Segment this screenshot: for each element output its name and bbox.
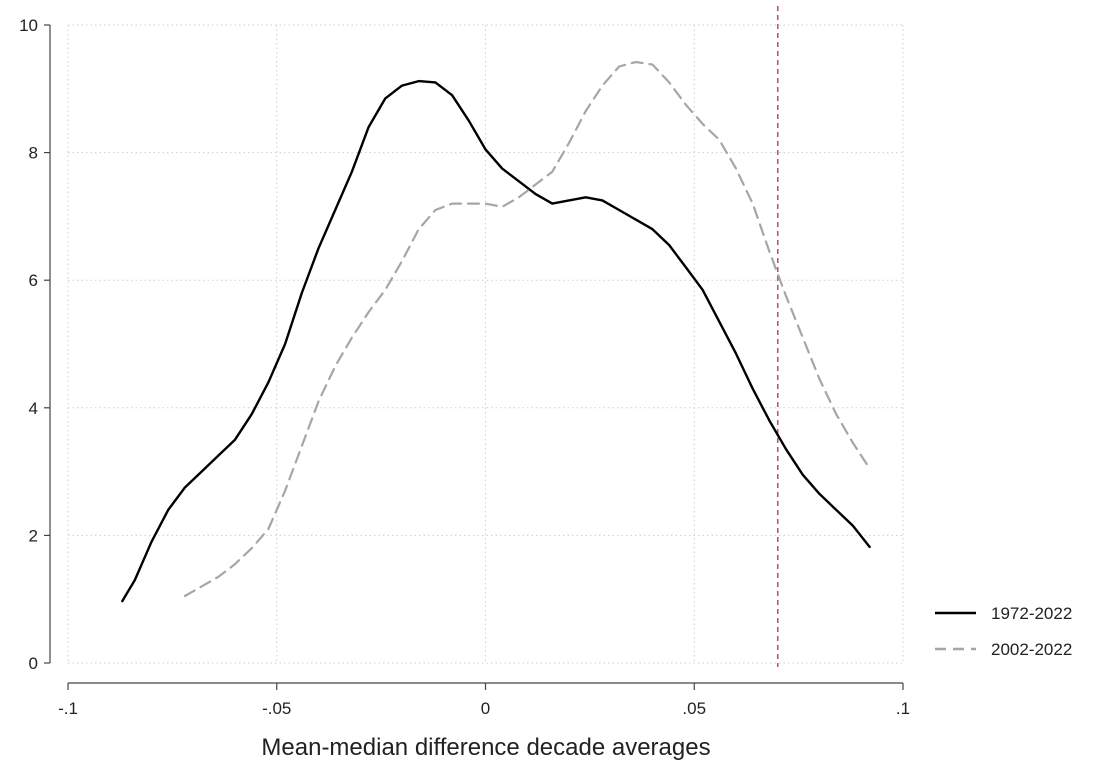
y-tick-label: 0 <box>29 654 38 673</box>
x-tick-label: .05 <box>682 699 706 718</box>
y-tick-label: 2 <box>29 526 38 545</box>
x-tick-label: 0 <box>481 699 490 718</box>
y-tick-label: 4 <box>29 399 38 418</box>
series-line-2 <box>183 60 871 598</box>
x-tick-label: -.05 <box>262 699 291 718</box>
x-axis-title: Mean-median difference decade averages <box>261 734 710 761</box>
legend-label-2: 2002-2022 <box>991 640 1072 659</box>
x-tick-label: .1 <box>896 699 910 718</box>
legend-label-1: 1972-2022 <box>991 604 1072 623</box>
series-group <box>121 60 871 603</box>
grid <box>67 24 904 664</box>
y-tick-label: 8 <box>29 144 38 163</box>
y-tick-label: 10 <box>19 16 38 35</box>
legend: 1972-2022 2002-2022 <box>935 604 1072 659</box>
x-tick-label: -.1 <box>58 699 78 718</box>
y-tick-label: 6 <box>29 271 38 290</box>
axes: 0 2 4 6 8 10 -.1 -.05 0 .05 .1 <box>19 16 910 718</box>
series-line-1 <box>121 79 871 603</box>
